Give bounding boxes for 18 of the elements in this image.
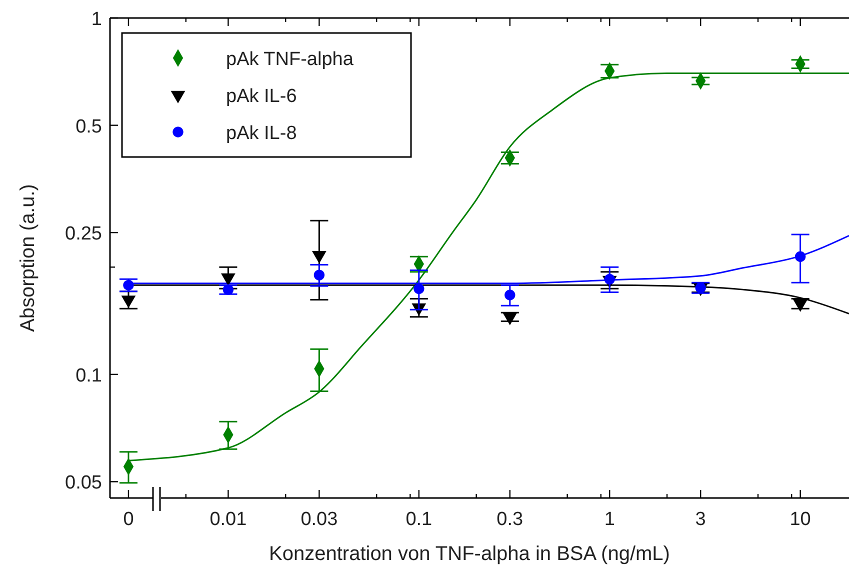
y-tick-label: 0.25: [65, 224, 102, 245]
x-axis-title: Konzentration von TNF-alpha in BSA (ng/mL): [269, 543, 670, 565]
x-tick-label: 0.1: [406, 509, 432, 530]
x-tick-label: 3: [695, 509, 706, 530]
y-tick-label: 0.05: [65, 472, 102, 494]
x-tick-label: 0: [123, 509, 134, 530]
x-tick-label: 1: [604, 509, 615, 530]
x-tick-label: 0.03: [300, 509, 338, 530]
y-tick-label: 1: [91, 9, 102, 30]
legend-label: pAk IL-8: [226, 123, 297, 144]
x-tick-label: 0.01: [210, 509, 247, 530]
y-tick-label: 0.5: [76, 116, 102, 138]
y-tick-label: 0.1: [76, 365, 102, 386]
legend-label: pAk IL-6: [226, 86, 297, 107]
x-tick-label: 0.3: [496, 509, 524, 530]
x-tick-label: 10: [790, 509, 811, 530]
legend-label: pAk TNF-alpha: [226, 49, 354, 70]
y-axis-title: Absorption (a.u.): [17, 184, 39, 332]
